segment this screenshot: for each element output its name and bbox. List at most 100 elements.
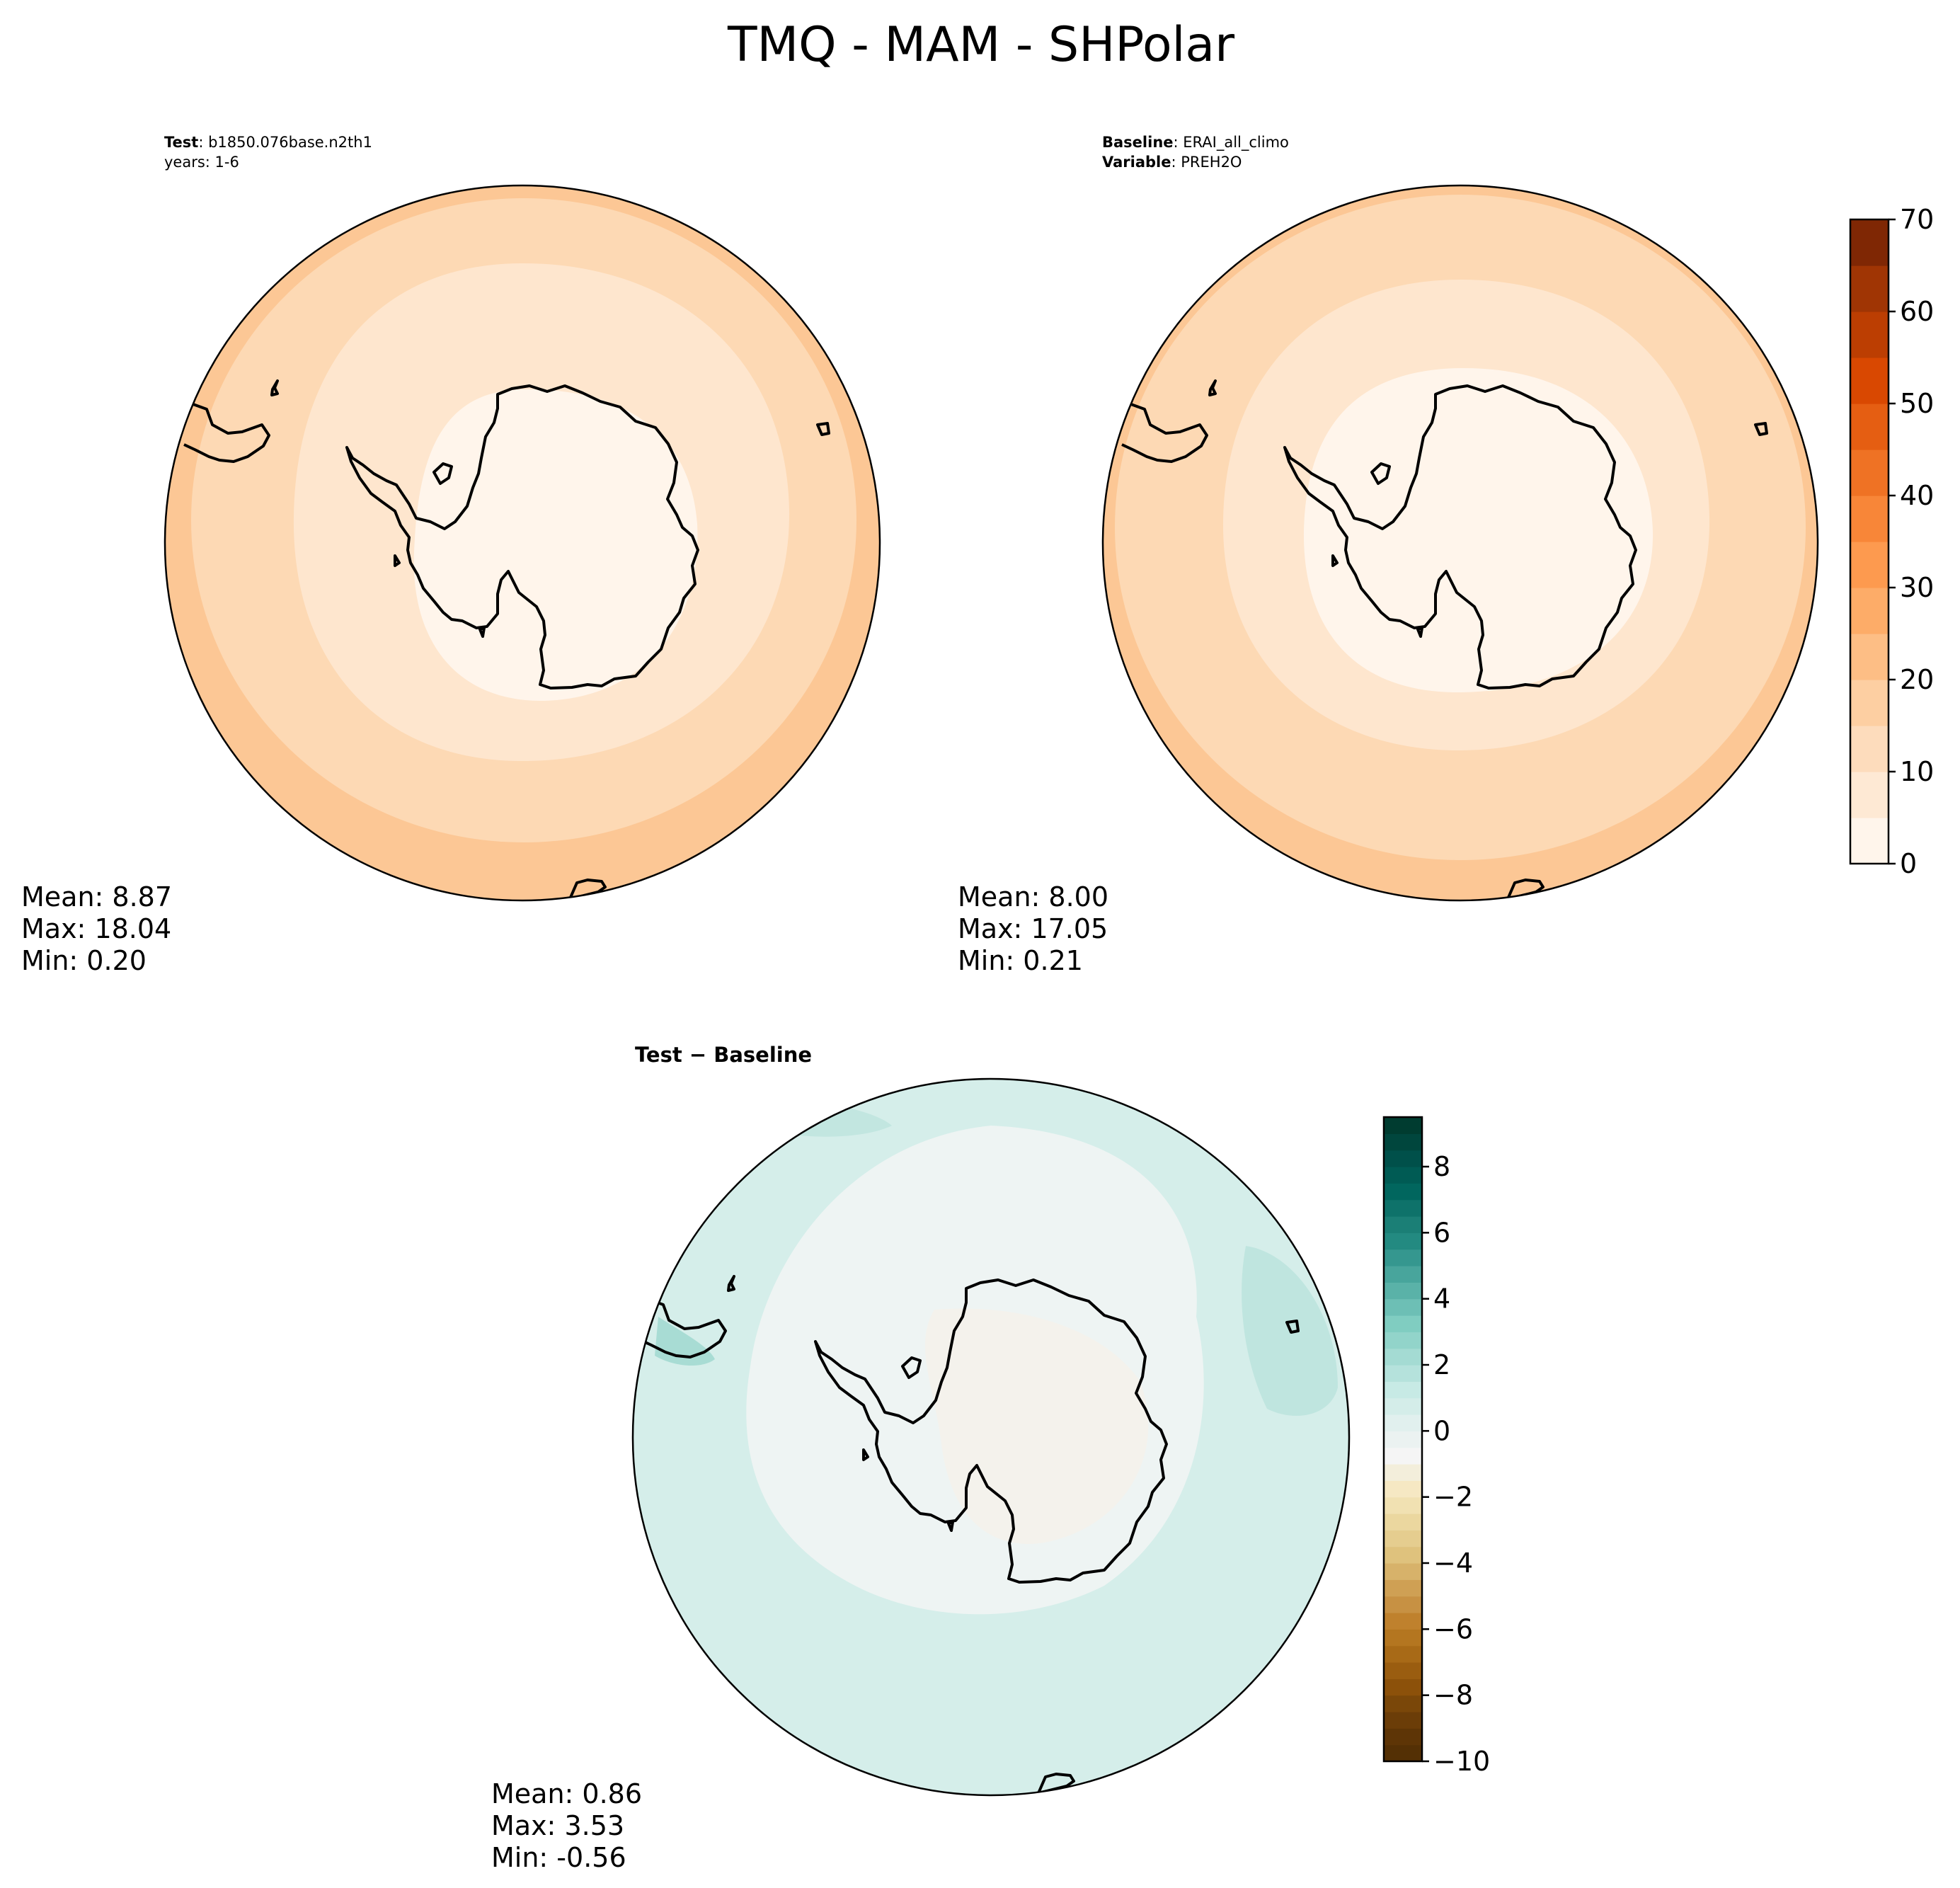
diff-colorbar-segment <box>1384 1464 1422 1481</box>
diff-colorbar-segment <box>1384 1662 1422 1679</box>
field-colorbar-segment <box>1850 404 1889 450</box>
diff-colorbar-segment <box>1384 1613 1422 1630</box>
field-colorbar-segment <box>1850 542 1889 588</box>
baseline-header-line1: Baseline: ERAI_all_climo <box>1102 134 1289 151</box>
diff-map <box>633 1079 1349 1795</box>
test-band-4 <box>413 389 698 702</box>
diff-colorbar-segment <box>1384 1695 1422 1712</box>
diff-colorbar-segment <box>1384 1563 1422 1580</box>
baseline-map <box>1103 185 1818 900</box>
diff-colorbar-segment <box>1384 1546 1422 1564</box>
test-map-frame <box>164 184 881 902</box>
diff-colorbar: −10 −8 −6 −4 −2 0 2 4 6 8 <box>1382 1116 1490 1777</box>
field-colorbar-tick-label: 70 <box>1900 204 1934 235</box>
diff-colorbar-tick-label: 6 <box>1433 1217 1450 1248</box>
field-colorbar-tick-label: 60 <box>1900 296 1934 327</box>
diff-stat-mean: Mean: 0.86 <box>491 1778 642 1809</box>
baseline-panel: Baseline: ERAI_all_climo Variable: PREH2… <box>958 134 1934 976</box>
field-colorbar-tick-label: 40 <box>1900 480 1934 511</box>
diff-colorbar-segment <box>1384 1530 1422 1547</box>
field-colorbar-frame <box>1849 218 1890 865</box>
diff-colorbar-segment <box>1384 1497 1422 1514</box>
test-header-line1: Test: b1850.076base.n2th1 <box>164 134 372 151</box>
diff-colorbar-segment <box>1384 1414 1422 1431</box>
field-colorbar-segment <box>1850 634 1889 680</box>
diff-colorbar-tick-label: −10 <box>1433 1746 1490 1777</box>
diff-colorbar-segment <box>1384 1645 1422 1663</box>
diff-colorbar-segment <box>1384 1199 1422 1217</box>
baseline-variable-key: Variable <box>1102 154 1171 171</box>
baseline-variable-value: PREH2O <box>1181 154 1242 171</box>
diff-colorbar-segment <box>1384 1117 1422 1134</box>
diff-map-frame <box>631 1077 1351 1797</box>
diff-colorbar-segment <box>1384 1431 1422 1448</box>
field-colorbar-segment <box>1850 772 1889 818</box>
baseline-header-key: Baseline <box>1102 134 1174 151</box>
field-colorbar-tick-label: 20 <box>1900 664 1934 695</box>
diff-colorbar-segment <box>1384 1167 1422 1184</box>
test-map <box>165 185 880 900</box>
diff-colorbar-segment <box>1384 1216 1422 1233</box>
test-stat-mean: Mean: 8.87 <box>21 881 172 912</box>
diff-colorbar-segment <box>1384 1133 1422 1151</box>
diff-colorbar-segment <box>1384 1298 1422 1316</box>
test-header-sep: : <box>198 134 208 151</box>
baseline-header-line2: Variable: PREH2O <box>1102 154 1242 171</box>
diff-panel: Test − Baseline Mean: 0.86 Max: 3.53 Min… <box>491 1043 1490 1873</box>
field-colorbar-segment <box>1850 680 1889 726</box>
diff-colorbar-tick-label: −8 <box>1433 1680 1473 1711</box>
baseline-header-sep: : <box>1174 134 1184 151</box>
diff-title: Test − Baseline <box>635 1043 812 1067</box>
test-header-key: Test <box>164 134 198 151</box>
diff-colorbar-frame <box>1382 1116 1423 1763</box>
field-colorbar-segment <box>1850 450 1889 496</box>
field-colorbar-segment <box>1850 219 1889 266</box>
field-colorbar: 0 10 20 30 40 50 60 70 <box>1849 204 1934 879</box>
diff-colorbar-segment <box>1384 1266 1422 1283</box>
diff-colorbar-segment <box>1384 1249 1422 1266</box>
diff-colorbar-segment <box>1384 1365 1422 1382</box>
test-panel: Test: b1850.076base.n2th1 years: 1-6 Mea… <box>21 134 881 976</box>
field-colorbar-tick-label: 0 <box>1900 848 1917 879</box>
field-colorbar-segment <box>1850 357 1889 404</box>
diff-colorbar-segment <box>1384 1315 1422 1332</box>
test-stat-min: Min: 0.20 <box>21 945 147 976</box>
diff-colorbar-segment <box>1384 1728 1422 1746</box>
diff-colorbar-tick-label: −2 <box>1433 1482 1473 1513</box>
diff-colorbar-segment <box>1384 1348 1422 1366</box>
field-colorbar-segment <box>1850 726 1889 772</box>
diff-colorbar-tick-label: 2 <box>1433 1349 1450 1380</box>
diff-colorbar-segment <box>1384 1514 1422 1531</box>
diff-colorbar-segment <box>1384 1579 1422 1597</box>
diff-colorbar-segment <box>1384 1447 1422 1465</box>
diff-colorbar-segment <box>1384 1480 1422 1498</box>
baseline-stat-mean: Mean: 8.00 <box>958 881 1108 912</box>
field-colorbar-segment <box>1850 588 1889 634</box>
field-colorbar-segment <box>1850 265 1889 312</box>
diff-colorbar-segment <box>1384 1332 1422 1349</box>
diff-stat-max: Max: 3.53 <box>491 1810 624 1841</box>
diff-colorbar-tick-label: 8 <box>1433 1151 1450 1182</box>
field-colorbar-tick-label: 30 <box>1900 572 1934 603</box>
diff-band-3 <box>925 1308 1149 1544</box>
test-stat-max: Max: 18.04 <box>21 913 171 944</box>
figure-title: TMQ - MAM - SHPolar <box>727 17 1234 73</box>
field-colorbar-segment <box>1850 496 1889 542</box>
diff-colorbar-segment <box>1384 1596 1422 1613</box>
diff-colorbar-segment <box>1384 1397 1422 1415</box>
diff-colorbar-segment <box>1384 1712 1422 1729</box>
baseline-map-frame <box>1101 184 1819 902</box>
diff-colorbar-segment <box>1384 1183 1422 1201</box>
baseline-variable-sep: : <box>1171 154 1181 171</box>
baseline-stat-min: Min: 0.21 <box>958 945 1083 976</box>
diff-colorbar-segment <box>1384 1678 1422 1696</box>
diff-colorbar-segment <box>1384 1150 1422 1167</box>
diff-colorbar-tick-label: −4 <box>1433 1547 1473 1579</box>
baseline-band-4 <box>1303 367 1654 693</box>
diff-colorbar-tick-label: −6 <box>1433 1613 1473 1644</box>
field-colorbar-tick-label: 50 <box>1900 388 1934 419</box>
diff-colorbar-segment <box>1384 1744 1422 1762</box>
field-colorbar-segment <box>1850 818 1889 864</box>
diff-stat-min: Min: -0.56 <box>491 1842 626 1873</box>
